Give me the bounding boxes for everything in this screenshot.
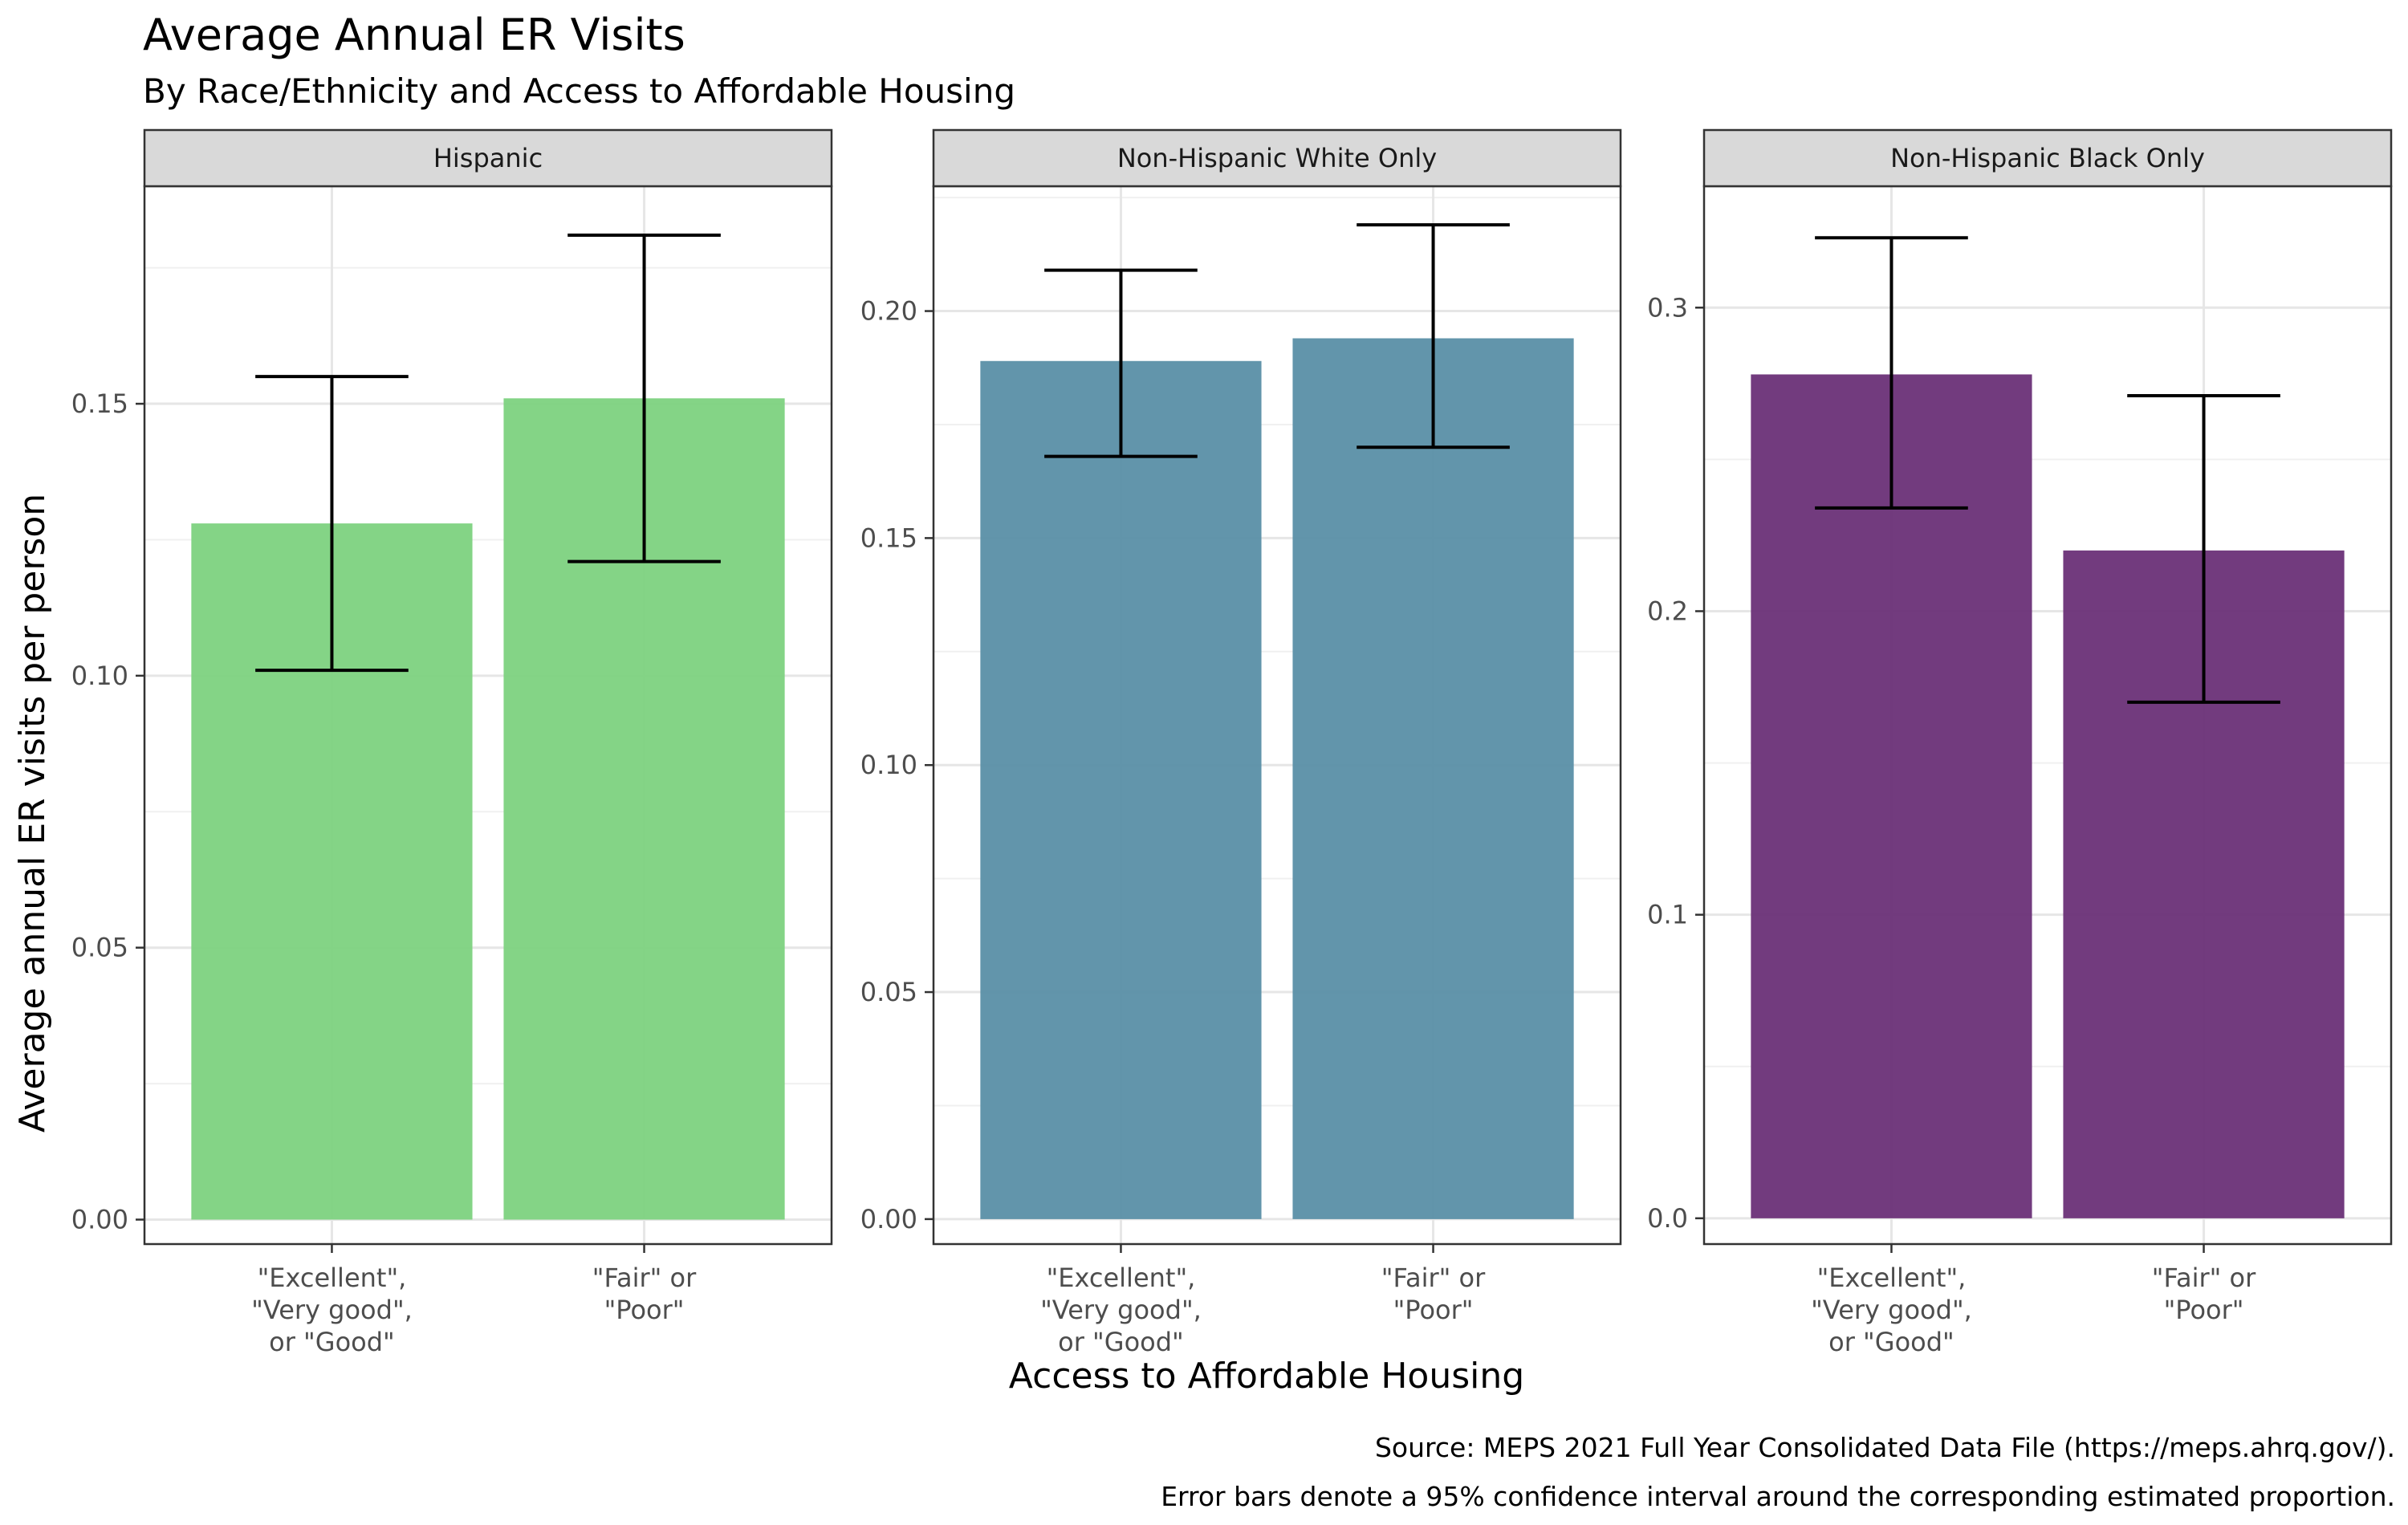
x-axis-title: Access to Affordable Housing	[1009, 1356, 1524, 1397]
x-tick-label-line: "Fair" or	[1381, 1263, 1486, 1293]
x-tick-label-line: "Excellent",	[258, 1263, 407, 1293]
strip-label: Non-Hispanic White Only	[1117, 143, 1437, 173]
x-tick-label-line: "Excellent",	[1817, 1263, 1967, 1293]
x-tick-label-line: "Very good",	[251, 1295, 413, 1325]
x-tick-label: "Fair" or "Poor"	[592, 1263, 697, 1325]
x-tick-label-line: or "Good"	[1828, 1327, 1954, 1357]
y-tick-label: 0.1	[1647, 900, 1688, 930]
x-tick-label-line: "Poor"	[2164, 1295, 2244, 1325]
y-tick-label: 0.10	[71, 661, 128, 691]
y-tick-label: 0.2	[1647, 596, 1688, 626]
chart-subtitle: By Race/Ethnicity and Access to Affordab…	[143, 71, 1015, 111]
x-tick-label-line: "Very good",	[1811, 1295, 1972, 1325]
y-tick-label: 0.10	[860, 750, 917, 780]
y-tick-label: 0.05	[860, 977, 917, 1007]
chart-title: Average Annual ER Visits	[143, 10, 685, 60]
y-axis-title: Average annual ER visits per person	[12, 494, 53, 1133]
x-tick-label-line: or "Good"	[1058, 1327, 1184, 1357]
bar	[1292, 338, 1574, 1219]
y-tick-label: 0.15	[71, 388, 128, 419]
strip-label: Hispanic	[433, 143, 543, 173]
x-tick-label: "Excellent", "Very good", or "Good"	[1040, 1263, 1202, 1357]
x-tick-label-line: "Very good",	[1040, 1295, 1202, 1325]
facet-panel-2: Non-Hispanic Black Only 0.0 0.1 0.2 0.3 "Exce…	[1647, 128, 2393, 1357]
error-bar-caption: Error bars denote a 95% confidence inter…	[1161, 1481, 2395, 1512]
facet-panel-0: Hispanic 0.00 0.05 0.10 0.15 "Excellent", "Ver…	[71, 128, 833, 1357]
x-tick-label-line: "Excellent",	[1047, 1263, 1196, 1293]
y-tick-label: 0.20	[860, 296, 917, 327]
x-tick-label: "Excellent", "Very good", or "Good"	[251, 1263, 413, 1357]
strip-background	[143, 128, 833, 188]
bar	[1751, 374, 2032, 1218]
y-tick-label: 0.15	[860, 523, 917, 553]
facet-panel-1: Non-Hispanic White Only 0.00 0.05 0.10 0.15 0…	[860, 128, 1622, 1357]
x-tick-label: "Excellent", "Very good", or "Good"	[1811, 1263, 1972, 1357]
x-tick-label-line: "Fair" or	[2152, 1263, 2256, 1293]
y-tick-label: 0.00	[71, 1205, 128, 1235]
x-tick-label-line: "Poor"	[604, 1295, 685, 1325]
source-caption: Source: MEPS 2021 Full Year Consolidated…	[1375, 1432, 2395, 1463]
y-tick-label: 0.0	[1647, 1203, 1688, 1234]
x-tick-label-line: "Poor"	[1393, 1295, 1474, 1325]
x-tick-label-line: or "Good"	[269, 1327, 395, 1357]
strip-label: Non-Hispanic Black Only	[1890, 143, 2205, 173]
x-tick-label: "Fair" or "Poor"	[2152, 1263, 2256, 1325]
x-tick-label-line: "Fair" or	[592, 1263, 697, 1293]
y-tick-label: 0.05	[71, 933, 128, 963]
strip-background	[932, 128, 1622, 188]
y-tick-label: 0.00	[860, 1204, 917, 1234]
strip-background	[1702, 128, 2393, 188]
x-tick-label: "Fair" or "Poor"	[1381, 1263, 1486, 1325]
y-tick-label: 0.3	[1647, 292, 1688, 323]
bar	[980, 360, 1262, 1219]
